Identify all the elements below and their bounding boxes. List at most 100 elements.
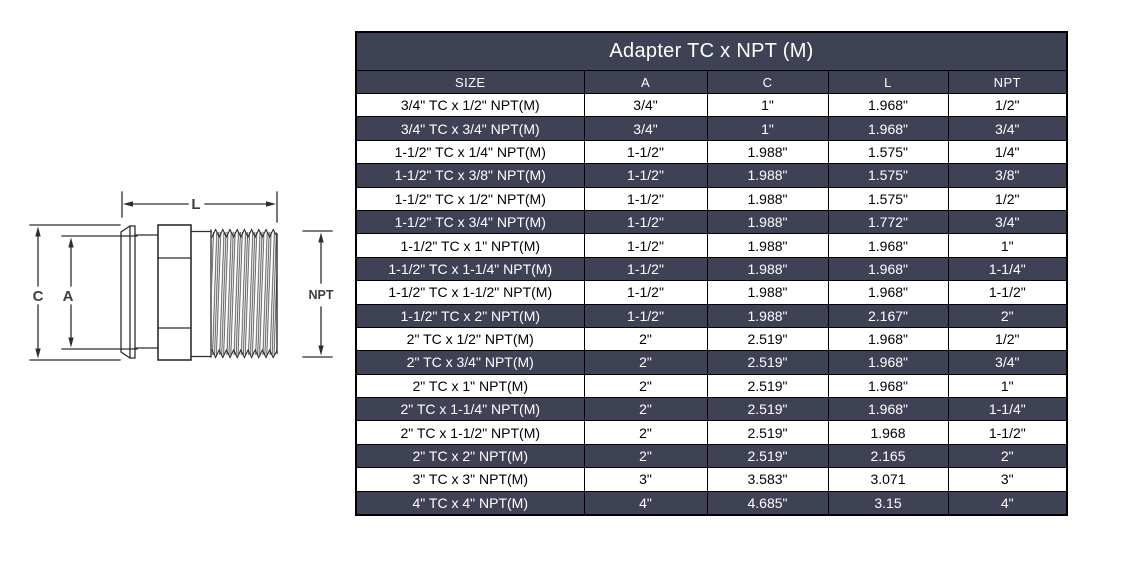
value-cell: 1.968" <box>827 280 949 305</box>
arrowhead-up-icon <box>68 237 74 248</box>
value-cell: 4" <box>947 490 1068 516</box>
value-cell: 3/4" <box>947 209 1068 235</box>
value-cell: 2.519" <box>706 326 829 352</box>
spec-table-body: 3/4" TC x 1/2" NPT(M) 3/4" 1" 1.968" 1/2" 3/4… <box>355 92 1068 516</box>
adapter-technical-drawing: L C A NP <box>0 0 360 570</box>
value-cell: 1.968" <box>827 233 949 258</box>
size-cell: 1-1/2" TC x 1" NPT(M) <box>355 233 585 258</box>
table-row: 2" TC x 2" NPT(M) 2" 2.519" 2.165 2" <box>355 443 1068 469</box>
dimension-c: C <box>29 224 121 361</box>
table-row: 2" TC x 1" NPT(M) 2" 2.519" 1.968" 1" <box>355 373 1068 399</box>
table-row: 1-1/2" TC x 1/4" NPT(M) 1-1/2" 1.988" 1.575… <box>355 139 1068 165</box>
table-row: 2" TC x 1/2" NPT(M) 2" 2.519" 1.968" 1/2" <box>355 326 1068 352</box>
dim-label-c: C <box>33 288 44 305</box>
spec-table-container: Adapter TC x NPT (M) SIZE A C L NPT 3/4" TC … <box>355 31 1069 517</box>
value-cell: 2" <box>583 443 708 469</box>
size-cell: 1-1/2" TC x 3/8" NPT(M) <box>355 163 585 188</box>
dimension-a: A <box>61 235 138 350</box>
size-cell: 1-1/2" TC x 2" NPT(M) <box>355 303 585 328</box>
value-cell: 1-1/2" <box>583 139 708 165</box>
value-cell: 1.988" <box>706 186 829 211</box>
value-cell: 1.968 <box>827 420 949 445</box>
table-title: Adapter TC x NPT (M) <box>355 31 1068 71</box>
value-cell: 1.988" <box>706 163 829 188</box>
size-cell: 1-1/2" TC x 3/4" NPT(M) <box>355 209 585 235</box>
table-row: 2" TC x 1-1/4" NPT(M) 2" 2.519" 1.968" 1-1/4… <box>355 397 1068 422</box>
table-row: 3/4" TC x 3/4" NPT(M) 3/4" 1" 1.968" 3/4" <box>355 116 1068 141</box>
size-cell: 1-1/2" TC x 1/2" NPT(M) <box>355 186 585 211</box>
value-cell: 3" <box>947 467 1068 492</box>
size-cell: 1-1/2" TC x 1-1/4" NPT(M) <box>355 256 585 282</box>
value-cell: 2.519" <box>706 373 829 399</box>
value-cell: 3/8" <box>947 163 1068 188</box>
value-cell: 1/2" <box>947 326 1068 352</box>
table-row: 2" TC x 3/4" NPT(M) 2" 2.519" 1.968" 3/4" <box>355 350 1068 375</box>
dim-label-l: L <box>191 196 200 213</box>
column-header-c: C <box>706 70 829 94</box>
value-cell: 1.968" <box>827 116 949 141</box>
value-cell: 1-1/2" <box>583 233 708 258</box>
dimension-l: L <box>121 191 278 223</box>
value-cell: 1.968" <box>827 256 949 282</box>
column-header-a: A <box>583 70 708 94</box>
arrowhead-left-icon <box>123 201 133 207</box>
value-cell: 2.519" <box>706 443 829 469</box>
column-header-npt: NPT <box>947 70 1068 94</box>
value-cell: 1.575" <box>827 139 949 165</box>
value-cell: 1.988" <box>706 233 829 258</box>
table-row: 3/4" TC x 1/2" NPT(M) 3/4" 1" 1.968" 1/2" <box>355 92 1068 118</box>
value-cell: 2" <box>947 443 1068 469</box>
value-cell: 1-1/4" <box>947 397 1068 422</box>
table-row: 1-1/2" TC x 3/4" NPT(M) 1-1/2" 1.988" 1.772… <box>355 209 1068 235</box>
value-cell: 1.575" <box>827 163 949 188</box>
value-cell: 1-1/4" <box>947 256 1068 282</box>
npt-threads <box>211 228 278 359</box>
arrowhead-down-icon <box>35 348 41 359</box>
value-cell: 2" <box>583 373 708 399</box>
arrowhead-up-icon <box>35 226 41 237</box>
size-cell: 4" TC x 4" NPT(M) <box>355 490 585 516</box>
size-cell: 3" TC x 3" NPT(M) <box>355 467 585 492</box>
value-cell: 3/4" <box>947 350 1068 375</box>
size-cell: 2" TC x 1-1/4" NPT(M) <box>355 397 585 422</box>
size-cell: 2" TC x 3/4" NPT(M) <box>355 350 585 375</box>
column-header-size: SIZE <box>355 70 585 94</box>
table-row: 1-1/2" TC x 1/2" NPT(M) 1-1/2" 1.988" 1.575… <box>355 186 1068 211</box>
size-cell: 2" TC x 1" NPT(M) <box>355 373 585 399</box>
value-cell: 1" <box>947 233 1068 258</box>
size-cell: 3/4" TC x 3/4" NPT(M) <box>355 116 585 141</box>
size-cell: 1-1/2" TC x 1/4" NPT(M) <box>355 139 585 165</box>
value-cell: 4" <box>583 490 708 516</box>
value-cell: 3" <box>583 467 708 492</box>
value-cell: 1-1/2" <box>583 209 708 235</box>
thread-crest-top <box>211 228 278 239</box>
value-cell: 1.968" <box>827 326 949 352</box>
table-title-row: Adapter TC x NPT (M) <box>355 31 1068 71</box>
value-cell: 1.772" <box>827 209 949 235</box>
value-cell: 3/4" <box>947 116 1068 141</box>
value-cell: 1-1/2" <box>583 303 708 328</box>
value-cell: 2.519" <box>706 350 829 375</box>
value-cell: 1" <box>706 116 829 141</box>
value-cell: 1.988" <box>706 139 829 165</box>
dim-label-npt: NPT <box>309 288 334 302</box>
arrowhead-down-icon <box>68 337 74 348</box>
column-header-l: L <box>827 70 949 94</box>
value-cell: 3/4" <box>583 116 708 141</box>
value-cell: 1.575" <box>827 186 949 211</box>
thread-crest-bottom <box>211 348 278 359</box>
table-header-row: SIZE A C L NPT <box>355 70 1068 94</box>
value-cell: 1.968" <box>827 373 949 399</box>
size-cell: 1-1/2" TC x 1-1/2" NPT(M) <box>355 280 585 305</box>
value-cell: 1-1/2" <box>583 280 708 305</box>
value-cell: 1-1/2" <box>583 163 708 188</box>
value-cell: 1/4" <box>947 139 1068 165</box>
size-cell: 2" TC x 1-1/2" NPT(M) <box>355 420 585 445</box>
value-cell: 2.519" <box>706 420 829 445</box>
size-cell: 3/4" TC x 1/2" NPT(M) <box>355 92 585 118</box>
value-cell: 1" <box>706 92 829 118</box>
arrowhead-down-icon <box>318 345 324 356</box>
table-row: 2" TC x 1-1/2" NPT(M) 2" 2.519" 1.968 1-1/2" <box>355 420 1068 445</box>
table-row: 1-1/2" TC x 1-1/2" NPT(M) 1-1/2" 1.988" 1.9… <box>355 280 1068 305</box>
value-cell: 1.988" <box>706 209 829 235</box>
